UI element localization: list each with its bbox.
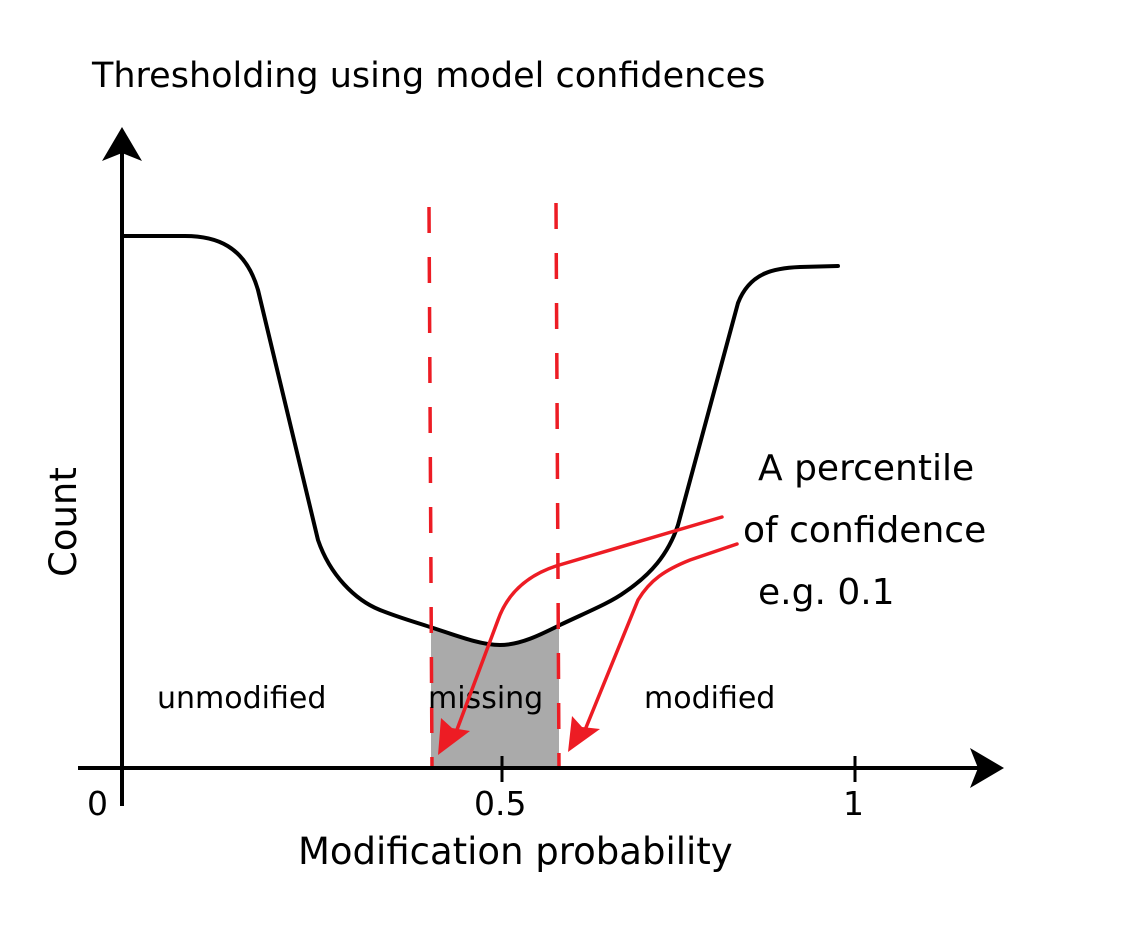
- upper-threshold-line: [554, 202, 561, 769]
- annotation-arrow-lower: [453, 515, 724, 737]
- lower-threshold-line: [427, 206, 434, 769]
- region-label-missing: missing: [428, 681, 543, 716]
- region-label-modified: modified: [644, 681, 775, 716]
- tick-label-one: 1: [843, 784, 864, 823]
- x-axis-arrow-icon: [970, 748, 1004, 788]
- annotation-line-2: of confidence: [743, 510, 986, 551]
- annotation-arrow-upper: [583, 542, 739, 732]
- region-label-unmodified: unmodified: [157, 681, 326, 716]
- chart-title: Thresholding using model confidences: [91, 56, 765, 96]
- y-axis-arrow-icon: [102, 127, 142, 161]
- tick-label-zero: 0: [87, 784, 108, 823]
- annotation-line-1: A percentile: [758, 448, 974, 489]
- count-curve: [120, 234, 840, 647]
- annotation-arrowhead-lower-icon: [438, 718, 470, 755]
- x-axis-label: Modification probability: [298, 830, 733, 873]
- annotation-arrowhead-upper-icon: [568, 716, 600, 752]
- y-axis-label: Count: [42, 467, 85, 577]
- annotation-line-3: e.g. 0.1: [758, 572, 895, 613]
- tick-label-half: 0.5: [474, 784, 526, 823]
